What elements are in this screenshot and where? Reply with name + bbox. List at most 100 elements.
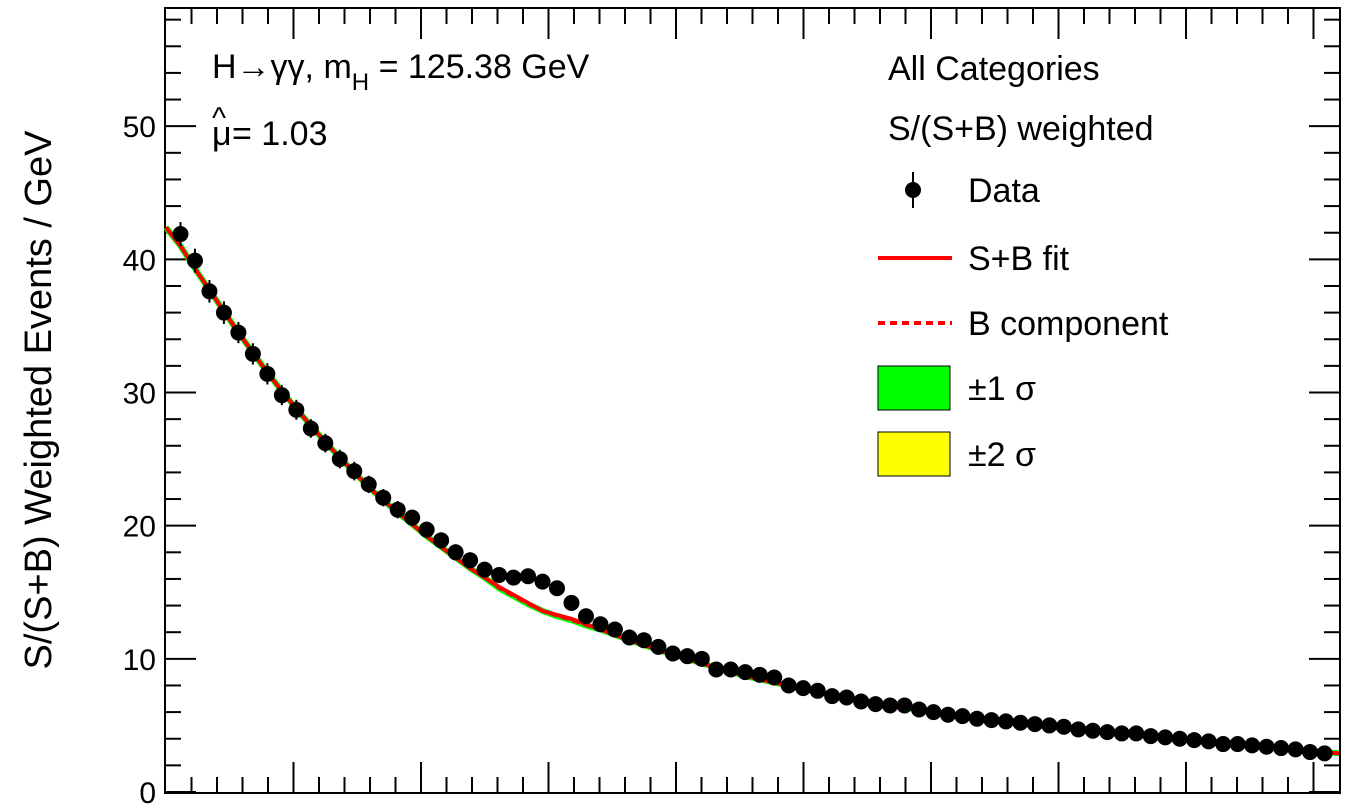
data-point [1070, 721, 1087, 738]
y-axis-title: S/(S+B) Weighted Events / GeV [18, 130, 60, 670]
data-point [911, 701, 928, 718]
data-point [520, 568, 537, 585]
data-point [679, 648, 696, 665]
legend-one-sigma-swatch [877, 365, 951, 411]
data-point [896, 697, 913, 714]
data-point [693, 650, 710, 667]
data-point [722, 661, 739, 678]
data-point [1186, 732, 1203, 749]
data-point [795, 680, 812, 697]
data-point [1157, 729, 1174, 746]
legend-sb-fit-label: S+B fit [968, 240, 1070, 278]
data-point [708, 661, 725, 678]
data-point [186, 252, 203, 269]
data-point [404, 509, 421, 526]
y-tick-label: 30 [123, 378, 156, 411]
legend-b-component-label: B component [968, 305, 1169, 343]
data-point [1273, 740, 1290, 757]
legend-data-label: Data [968, 172, 1040, 210]
data-point [1055, 718, 1072, 735]
data-point [1128, 725, 1145, 742]
channel-mass-label: H→γγ, mH = 125.38 GeV [212, 48, 590, 96]
y-tick-label: 40 [123, 244, 156, 277]
data-point [664, 645, 681, 662]
mu-hat-symbol: μ [212, 115, 232, 153]
data-point [1113, 725, 1130, 742]
data-point [447, 544, 464, 561]
data-point [940, 706, 956, 723]
data-points [172, 222, 1333, 762]
legend-item-sb-fit: S+B fit [878, 240, 1070, 278]
data-point [954, 708, 971, 725]
data-point [592, 616, 609, 633]
data-point [925, 704, 942, 721]
data-point [1200, 733, 1217, 750]
data-point [1099, 724, 1116, 741]
data-point [346, 463, 363, 480]
data-point [838, 689, 855, 706]
data-point [1171, 730, 1188, 747]
plot-frame [164, 7, 1341, 794]
weighting-label: S/(S+B) weighted [888, 110, 1154, 148]
data-point [505, 569, 522, 586]
data-point [751, 666, 768, 683]
data-point [534, 573, 551, 590]
data-point [983, 712, 1000, 729]
data-point [360, 476, 377, 493]
data-point [780, 677, 797, 694]
data-point [650, 638, 667, 655]
data-point [1012, 714, 1029, 731]
y-tick-label: 50 [123, 111, 156, 144]
data-point [476, 561, 493, 578]
data-point [244, 345, 261, 362]
data-point [766, 669, 783, 686]
data-point [1229, 736, 1246, 753]
data-point [259, 365, 276, 382]
data-point [853, 693, 870, 710]
data-point [867, 696, 884, 713]
mu-hat-value: = 1.03 [232, 115, 327, 153]
data-point [230, 324, 247, 341]
data-point [1258, 738, 1275, 755]
data-point [1316, 745, 1333, 762]
data-point [1084, 722, 1101, 739]
legend-item-b-component: B component [878, 305, 1169, 343]
data-point [288, 401, 305, 418]
data-point [621, 629, 638, 646]
data-point [968, 710, 985, 727]
legend-two-sigma-swatch [877, 431, 951, 477]
data-point [1244, 737, 1261, 754]
data-point [577, 608, 594, 625]
data-point [273, 387, 290, 404]
data-point [997, 713, 1014, 730]
data-point [389, 501, 406, 518]
y-axis: 0 10 20 30 40 50 [123, 18, 1339, 808]
legend-item-one-sigma: ±1 σ [877, 365, 1036, 411]
data-point [1302, 744, 1319, 761]
data-point [491, 566, 508, 583]
data-point [375, 489, 392, 506]
data-point [433, 532, 450, 549]
category-label: All Categories [888, 50, 1100, 88]
data-point [172, 226, 189, 243]
data-point [418, 521, 435, 538]
data-point [317, 435, 334, 452]
data-point [882, 697, 899, 714]
y-tick-label: 20 [123, 511, 156, 544]
data-point [635, 632, 652, 649]
legend-two-sigma-label: ±2 σ [968, 436, 1036, 474]
data-point [1287, 741, 1304, 758]
data-point [1026, 716, 1043, 733]
data-point [737, 664, 754, 681]
y-tick-label: 10 [123, 644, 156, 677]
data-point [563, 594, 580, 611]
data-point [331, 451, 348, 468]
legend-data-marker [905, 182, 921, 198]
data-point [606, 621, 623, 638]
data-point [824, 688, 841, 705]
legend-item-two-sigma: ±2 σ [877, 431, 1036, 477]
data-point [809, 682, 826, 699]
y-tick-label: 0 [139, 777, 156, 808]
data-point [1041, 717, 1058, 734]
